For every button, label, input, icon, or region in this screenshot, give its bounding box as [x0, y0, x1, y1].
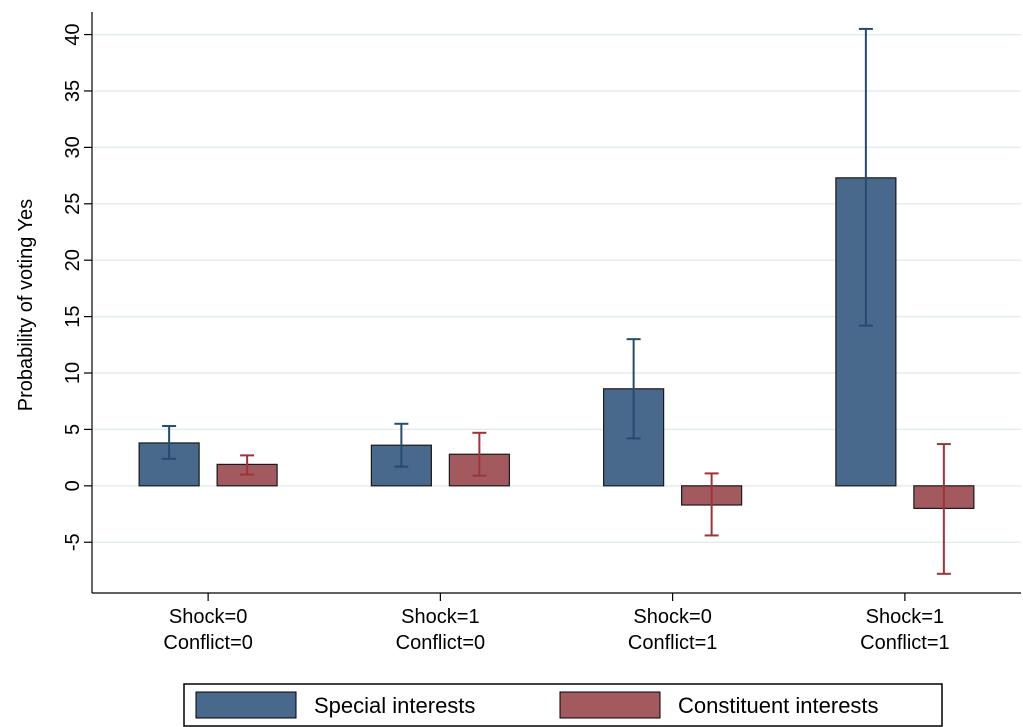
legend-swatch-special [195, 691, 297, 719]
x-tick-label-line1: Shock=0 [169, 606, 247, 628]
x-tick-label-line1: Shock=1 [401, 606, 479, 628]
y-tick-label: 0 [62, 480, 84, 491]
x-tick-label-line2: Conflict=1 [628, 632, 718, 654]
y-tick-label: 15 [62, 305, 84, 327]
x-tick-label-line2: Conflict=0 [163, 632, 253, 654]
bars [138, 177, 975, 509]
y-tick-label: 25 [62, 193, 84, 215]
y-tick-label: 10 [62, 362, 84, 384]
y-tick-label: 30 [62, 136, 84, 158]
y-axis-title: Probability of voting Yes [15, 199, 37, 411]
legend-label-special: Special interests [314, 693, 475, 718]
y-axis: -5 0 5 10 15 20 25 30 35 40 [62, 12, 1021, 601]
legend: Special interests Constituent interests [183, 683, 943, 727]
x-tick-label-line1: Shock=1 [866, 606, 944, 628]
y-tick-label: 40 [62, 23, 84, 45]
y-tick-label: 20 [62, 249, 84, 271]
y-tick-label: 5 [62, 424, 84, 435]
x-tick-label-line2: Conflict=1 [860, 632, 950, 654]
legend-label-constituent: Constituent interests [678, 693, 879, 718]
legend-swatch-constituent [559, 691, 661, 719]
y-tick-label: -5 [62, 533, 84, 551]
x-tick-label-line1: Shock=0 [633, 606, 711, 628]
error-bars [162, 27, 951, 575]
y-tick-label: 35 [62, 80, 84, 102]
x-axis-labels: Shock=0 Conflict=0 Shock=1 Conflict=0 Shock=… [163, 606, 949, 654]
x-tick-label-line2: Conflict=0 [396, 632, 486, 654]
